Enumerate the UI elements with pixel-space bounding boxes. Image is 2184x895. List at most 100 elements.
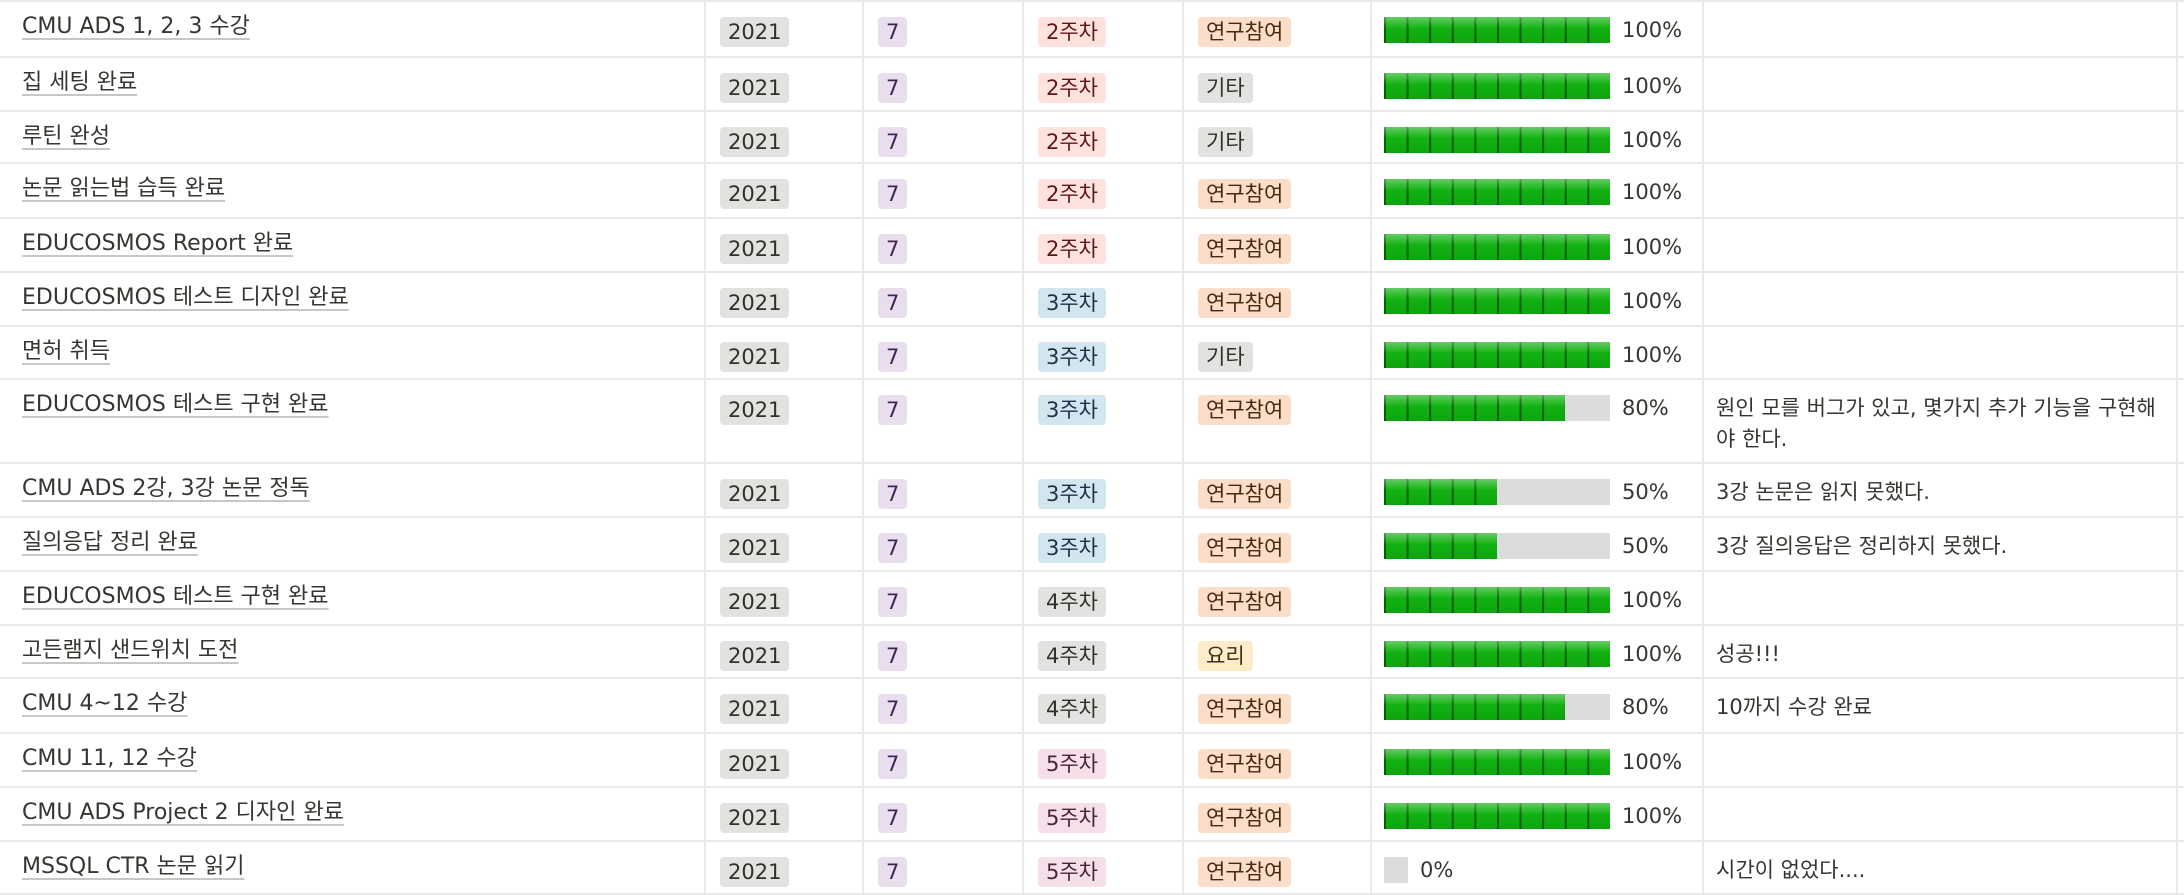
cell-month[interactable]: 7 [864, 679, 1024, 732]
task-name[interactable]: CMU ADS 2강, 3강 논문 정독 [22, 476, 310, 501]
cell-task-name[interactable]: EDUCOSMOS Report 완료 [0, 219, 704, 271]
cell-progress[interactable]: 100% [1372, 219, 1704, 271]
cell-year[interactable]: 2021 [704, 626, 864, 677]
cell-memo[interactable] [1704, 219, 2178, 271]
cell-next-column[interactable] [2178, 2, 2184, 56]
cell-task-name[interactable]: 집 세팅 완료 [0, 58, 704, 110]
cell-week[interactable]: 4주차 [1024, 679, 1184, 732]
cell-next-column[interactable] [2178, 219, 2184, 271]
cell-progress[interactable]: 100% [1372, 734, 1704, 786]
cell-next-column[interactable] [2178, 734, 2184, 786]
table-row[interactable]: 루틴 완성 2021 7 2주차 기타 100% [0, 112, 2184, 164]
cell-progress[interactable]: 100% [1372, 2, 1704, 56]
task-name[interactable]: 루틴 완성 [22, 124, 110, 149]
cell-year[interactable]: 2021 [704, 380, 864, 462]
cell-next-column[interactable] [2178, 788, 2184, 840]
cell-category[interactable]: 연구참여 [1184, 164, 1372, 217]
cell-category[interactable]: 기타 [1184, 58, 1372, 110]
cell-progress[interactable]: 100% [1372, 572, 1704, 624]
cell-category[interactable]: 연구참여 [1184, 380, 1372, 462]
cell-year[interactable]: 2021 [704, 788, 864, 840]
task-name[interactable]: 논문 읽는법 습득 완료 [22, 176, 226, 201]
cell-month[interactable]: 7 [864, 518, 1024, 570]
task-name[interactable]: 집 세팅 완료 [22, 70, 138, 95]
cell-task-name[interactable]: EDUCOSMOS 테스트 디자인 완료 [0, 273, 704, 325]
cell-progress[interactable]: 100% [1372, 164, 1704, 217]
cell-progress[interactable]: 100% [1372, 58, 1704, 110]
cell-category[interactable]: 연구참여 [1184, 273, 1372, 325]
cell-next-column[interactable] [2178, 842, 2184, 893]
cell-progress[interactable]: 100% [1372, 112, 1704, 162]
cell-category[interactable]: 연구참여 [1184, 842, 1372, 893]
cell-memo[interactable] [1704, 112, 2178, 162]
cell-month[interactable]: 7 [864, 58, 1024, 110]
cell-year[interactable]: 2021 [704, 464, 864, 516]
table-row[interactable]: EDUCOSMOS 테스트 구현 완료 2021 7 3주차 연구참여 80% 원인 모를 … [0, 380, 2184, 464]
cell-category[interactable]: 기타 [1184, 327, 1372, 378]
task-name[interactable]: CMU 4~12 수강 [22, 691, 188, 716]
cell-category[interactable]: 연구참여 [1184, 464, 1372, 516]
cell-year[interactable]: 2021 [704, 572, 864, 624]
cell-year[interactable]: 2021 [704, 219, 864, 271]
cell-next-column[interactable] [2178, 380, 2184, 462]
cell-category[interactable]: 연구참여 [1184, 788, 1372, 840]
cell-week[interactable]: 2주차 [1024, 219, 1184, 271]
table-row[interactable]: 면허 취득 2021 7 3주차 기타 100% [0, 327, 2184, 380]
cell-category[interactable]: 연구참여 [1184, 734, 1372, 786]
cell-task-name[interactable]: CMU ADS 2강, 3강 논문 정독 [0, 464, 704, 516]
cell-next-column[interactable] [2178, 112, 2184, 162]
table-row[interactable]: CMU 11, 12 수강 2021 7 5주차 연구참여 100% [0, 734, 2184, 788]
cell-year[interactable]: 2021 [704, 112, 864, 162]
cell-task-name[interactable]: CMU ADS 1, 2, 3 수강 [0, 2, 704, 56]
table-row[interactable]: CMU ADS Project 2 디자인 완료 2021 7 5주차 연구참여 100% [0, 788, 2184, 842]
cell-task-name[interactable]: EDUCOSMOS 테스트 구현 완료 [0, 572, 704, 624]
cell-category[interactable]: 요리 [1184, 626, 1372, 677]
cell-month[interactable]: 7 [864, 626, 1024, 677]
cell-month[interactable]: 7 [864, 572, 1024, 624]
cell-progress[interactable]: 100% [1372, 327, 1704, 378]
cell-memo[interactable] [1704, 734, 2178, 786]
cell-memo[interactable] [1704, 2, 2178, 56]
cell-year[interactable]: 2021 [704, 273, 864, 325]
cell-progress[interactable]: 0% [1372, 842, 1704, 893]
table-row[interactable]: 질의응답 정리 완료 2021 7 3주차 연구참여 50% 3강 질의응답은 정리하지 못… [0, 518, 2184, 572]
table-row[interactable]: 논문 읽는법 습득 완료 2021 7 2주차 연구참여 100% [0, 164, 2184, 219]
cell-memo[interactable] [1704, 164, 2178, 217]
cell-year[interactable]: 2021 [704, 518, 864, 570]
cell-task-name[interactable]: 루틴 완성 [0, 112, 704, 162]
cell-memo[interactable] [1704, 58, 2178, 110]
cell-category[interactable]: 연구참여 [1184, 219, 1372, 271]
cell-next-column[interactable] [2178, 58, 2184, 110]
cell-month[interactable]: 7 [864, 788, 1024, 840]
table-row[interactable]: 고든램지 샌드위치 도전 2021 7 4주차 요리 100% 성공!!! [0, 626, 2184, 679]
cell-month[interactable]: 7 [864, 2, 1024, 56]
cell-progress[interactable]: 100% [1372, 273, 1704, 325]
cell-category[interactable]: 연구참여 [1184, 2, 1372, 56]
table-row[interactable]: CMU ADS 2강, 3강 논문 정독 2021 7 3주차 연구참여 50% 3강 논문… [0, 464, 2184, 518]
cell-month[interactable]: 7 [864, 734, 1024, 786]
cell-week[interactable]: 4주차 [1024, 626, 1184, 677]
cell-memo[interactable] [1704, 273, 2178, 325]
cell-week[interactable]: 5주차 [1024, 842, 1184, 893]
task-name[interactable]: 면허 취득 [22, 339, 110, 364]
task-name[interactable]: EDUCOSMOS Report 완료 [22, 231, 294, 256]
cell-task-name[interactable]: 면허 취득 [0, 327, 704, 378]
cell-task-name[interactable]: CMU 4~12 수강 [0, 679, 704, 732]
cell-month[interactable]: 7 [864, 380, 1024, 462]
cell-task-name[interactable]: 질의응답 정리 완료 [0, 518, 704, 570]
cell-year[interactable]: 2021 [704, 164, 864, 217]
cell-task-name[interactable]: EDUCOSMOS 테스트 구현 완료 [0, 380, 704, 462]
cell-next-column[interactable] [2178, 327, 2184, 378]
table-row[interactable]: MSSQL CTR 논문 읽기 2021 7 5주차 연구참여 0% 시간이 없었다.... [0, 842, 2184, 895]
cell-next-column[interactable] [2178, 164, 2184, 217]
cell-next-column[interactable] [2178, 464, 2184, 516]
cell-category[interactable]: 연구참여 [1184, 572, 1372, 624]
cell-year[interactable]: 2021 [704, 679, 864, 732]
cell-month[interactable]: 7 [864, 164, 1024, 217]
cell-task-name[interactable]: MSSQL CTR 논문 읽기 [0, 842, 704, 893]
cell-memo[interactable]: 3강 논문은 읽지 못했다. [1704, 464, 2178, 516]
cell-month[interactable]: 7 [864, 219, 1024, 271]
cell-year[interactable]: 2021 [704, 2, 864, 56]
cell-memo[interactable]: 원인 모를 버그가 있고, 몇가지 추가 기능을 구현해야 한다. [1704, 380, 2178, 462]
task-name[interactable]: EDUCOSMOS 테스트 구현 완료 [22, 392, 329, 417]
